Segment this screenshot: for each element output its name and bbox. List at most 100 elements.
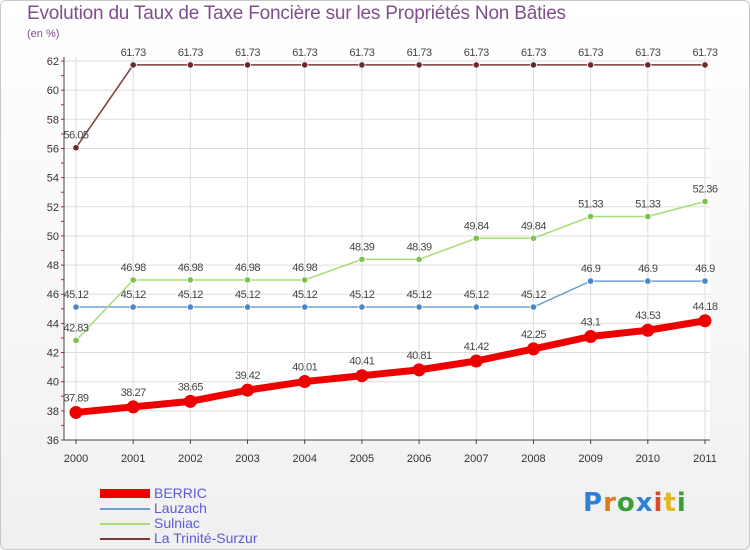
data-point	[355, 369, 369, 383]
data-point	[301, 276, 309, 284]
data-label: 42.25	[521, 329, 546, 341]
y-tick-label: 54	[47, 173, 59, 185]
logo-letter: t	[663, 488, 677, 518]
data-label: 38.27	[121, 387, 146, 399]
y-tick-label: 38	[47, 406, 59, 418]
logo-letter: r	[603, 488, 617, 518]
legend-label: Lauzach	[154, 500, 207, 516]
legend-item: La Trinité-Surzur	[100, 531, 320, 546]
data-point	[701, 197, 709, 206]
x-tick-label: 2002	[178, 453, 202, 465]
data-point	[587, 277, 595, 285]
data-point	[698, 314, 712, 328]
data-point	[472, 61, 480, 69]
data-point	[243, 276, 252, 284]
data-point	[72, 336, 80, 345]
y-tick-label: 48	[47, 260, 59, 272]
logo-letter: P	[583, 488, 604, 518]
data-label: 46.9	[638, 263, 658, 275]
data-label: 61.73	[349, 47, 374, 59]
x-tick-label: 2004	[292, 453, 316, 465]
data-label: 52.36	[692, 184, 717, 196]
x-tick-label: 2010	[636, 453, 660, 465]
data-point	[701, 277, 709, 285]
data-label: 46.98	[121, 262, 146, 274]
data-point	[412, 363, 426, 377]
data-point	[584, 330, 598, 344]
legend: BERRIC Lauzach Sulniac La Trinité-Surzur	[100, 486, 320, 546]
data-point	[69, 405, 83, 419]
data-point	[472, 303, 480, 311]
data-point	[644, 61, 652, 69]
data-point	[529, 303, 538, 311]
data-point	[469, 354, 483, 368]
legend-label: BERRIC	[154, 485, 207, 501]
y-tick-label: 52	[47, 202, 59, 214]
x-tick-label: 2011	[693, 453, 717, 465]
series-line-la-trinit-surzur	[75, 64, 705, 149]
data-label: 49.84	[464, 220, 489, 232]
data-point	[472, 234, 480, 242]
data-label: 46.9	[581, 263, 601, 275]
proxiti-logo: Proxiti	[583, 488, 687, 518]
y-tick-label: 60	[47, 85, 59, 97]
data-label: 45.12	[464, 289, 489, 301]
data-point	[644, 277, 652, 285]
data-label: 38.65	[178, 381, 203, 393]
data-point	[529, 234, 538, 242]
data-label: 45.12	[178, 289, 203, 301]
data-point	[126, 400, 140, 414]
data-label: 40.41	[349, 356, 374, 368]
data-point	[301, 303, 309, 311]
data-point	[358, 303, 366, 311]
data-label: 51.33	[578, 199, 603, 211]
data-label: 46.98	[235, 262, 260, 274]
y-tick-label: 42	[47, 348, 59, 360]
legend-item: BERRIC	[100, 486, 320, 501]
data-point	[72, 303, 80, 311]
data-point	[358, 61, 366, 69]
data-label: 45.12	[63, 289, 88, 301]
unit-label: (en %)	[27, 28, 60, 40]
x-tick-label: 2001	[121, 453, 145, 465]
y-tick-label: 50	[47, 231, 59, 243]
data-point	[358, 255, 366, 263]
data-label: 43.53	[635, 310, 660, 322]
data-point	[186, 303, 194, 311]
x-tick-label: 2006	[407, 453, 431, 465]
logo-letter: o	[616, 488, 636, 518]
data-point	[298, 375, 312, 389]
legend-swatch	[100, 523, 150, 525]
data-point	[415, 61, 423, 69]
x-tick-label: 2009	[578, 453, 602, 465]
data-label: 61.73	[121, 47, 146, 59]
logo-letter: i	[653, 488, 664, 518]
chart-title: Evolution du Taux de Taxe Foncière sur l…	[27, 3, 566, 24]
data-point	[243, 61, 252, 69]
legend-item: Lauzach	[100, 501, 320, 516]
data-label: 49.84	[521, 220, 546, 232]
data-label: 45.12	[121, 289, 146, 301]
data-point	[129, 276, 137, 284]
data-point	[186, 276, 194, 284]
data-label: 61.73	[578, 47, 603, 59]
data-label: 40.01	[292, 362, 317, 374]
y-tick-label: 62	[47, 56, 59, 68]
data-point	[644, 212, 652, 221]
data-label: 61.73	[178, 47, 203, 59]
data-label: 61.73	[407, 47, 432, 59]
data-point	[415, 255, 423, 263]
data-label: 42.83	[63, 322, 88, 334]
data-point	[72, 144, 80, 152]
y-tick-label: 36	[47, 435, 59, 447]
data-label: 51.33	[635, 199, 660, 211]
data-point	[241, 383, 255, 397]
data-label: 61.73	[464, 47, 489, 59]
data-point	[301, 61, 309, 69]
data-label: 61.73	[521, 47, 546, 59]
data-point	[129, 61, 137, 69]
legend-swatch	[100, 538, 150, 540]
data-label: 61.73	[235, 47, 260, 59]
data-label: 61.73	[692, 47, 717, 59]
